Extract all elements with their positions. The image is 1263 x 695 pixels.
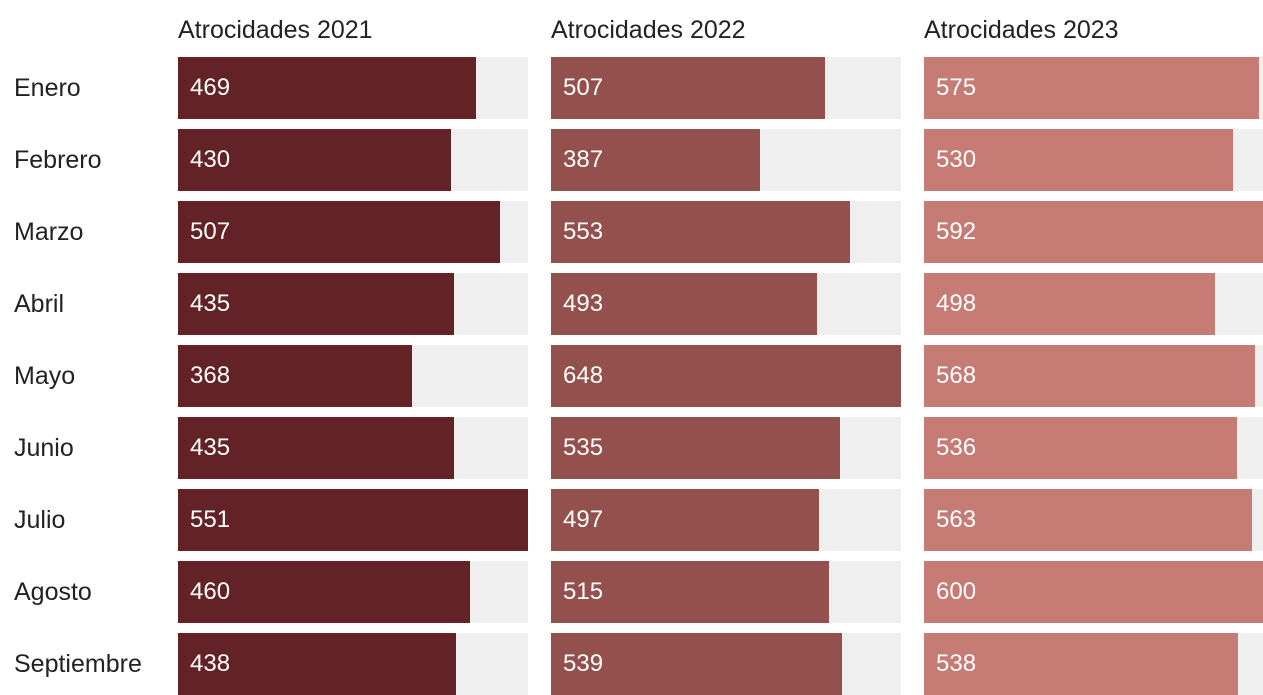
bar-track: 430 — [178, 129, 528, 191]
category-label: Mayo — [14, 362, 76, 390]
bar — [551, 417, 840, 479]
bar-track: 387 — [551, 129, 901, 191]
bar — [551, 489, 819, 551]
bar — [178, 417, 454, 479]
bar-value-label: 539 — [563, 650, 604, 677]
bar-track: 592 — [924, 201, 1263, 263]
bar — [551, 57, 825, 119]
bar-track: 551 — [178, 489, 528, 551]
bar-track: 438 — [178, 633, 528, 695]
bar-track: 515 — [551, 561, 901, 623]
bar-value-label: 600 — [936, 578, 977, 605]
bar — [924, 129, 1233, 191]
bar-track: 530 — [924, 129, 1263, 191]
bar-value-label: 515 — [563, 578, 604, 605]
bar-track: 507 — [178, 201, 528, 263]
bar-track: 460 — [178, 561, 528, 623]
bar — [924, 345, 1255, 407]
bar-track: 563 — [924, 489, 1263, 551]
bar — [551, 633, 842, 695]
bar-track: 538 — [924, 633, 1263, 695]
bar — [551, 201, 850, 263]
bar-track: 648 — [551, 345, 901, 407]
bar-value-label: 507 — [190, 218, 231, 245]
bar — [178, 201, 500, 263]
bar — [924, 417, 1237, 479]
category-label: Septiembre — [14, 650, 142, 678]
bar — [178, 633, 456, 695]
bar-track: 435 — [178, 273, 528, 335]
bar-value-label: 460 — [190, 578, 231, 605]
bar — [924, 633, 1238, 695]
bar-track: 536 — [924, 417, 1263, 479]
bar-value-label: 507 — [563, 74, 604, 101]
series-title: Atrocidades 2022 — [551, 16, 746, 44]
bar — [551, 561, 829, 623]
category-label: Agosto — [14, 578, 92, 606]
bar-value-label: 387 — [563, 146, 604, 173]
bar-value-label: 535 — [563, 434, 604, 461]
bar-value-label: 563 — [936, 506, 977, 533]
bar-value-label: 536 — [936, 434, 977, 461]
bar-value-label: 648 — [563, 362, 604, 389]
bar — [924, 57, 1259, 119]
bar — [178, 129, 451, 191]
bar — [178, 273, 454, 335]
category-label: Marzo — [14, 218, 84, 246]
bar — [178, 57, 476, 119]
series-title: Atrocidades 2021 — [178, 16, 373, 44]
bar — [924, 489, 1252, 551]
bar-value-label: 435 — [190, 434, 231, 461]
bar-value-label: 551 — [190, 506, 231, 533]
bar-track: 497 — [551, 489, 901, 551]
bar-track: 600 — [924, 561, 1263, 623]
category-label: Abril — [14, 290, 65, 318]
bar-track: 493 — [551, 273, 901, 335]
bar-value-label: 435 — [190, 290, 231, 317]
bar-track: 539 — [551, 633, 901, 695]
bar — [924, 201, 1263, 263]
bar-track: 435 — [178, 417, 528, 479]
bar-value-label: 530 — [936, 146, 977, 173]
bar-track: 575 — [924, 57, 1263, 119]
category-label: Junio — [14, 434, 74, 462]
series-title: Atrocidades 2023 — [924, 16, 1119, 44]
bar-value-label: 497 — [563, 506, 604, 533]
bar — [924, 273, 1215, 335]
bar — [178, 345, 412, 407]
bar-value-label: 469 — [190, 74, 231, 101]
bar-track: 368 — [178, 345, 528, 407]
bar — [924, 561, 1263, 623]
bar-track: 469 — [178, 57, 528, 119]
bar-value-label: 430 — [190, 146, 231, 173]
bar-value-label: 438 — [190, 650, 231, 677]
category-label: Enero — [14, 74, 81, 102]
bar-value-label: 493 — [563, 290, 604, 317]
bar-value-label: 568 — [936, 362, 977, 389]
bar-value-label: 538 — [936, 650, 977, 677]
bar-track: 498 — [924, 273, 1263, 335]
bar-track: 535 — [551, 417, 901, 479]
bar — [551, 129, 760, 191]
bar-track: 553 — [551, 201, 901, 263]
bar-value-label: 498 — [936, 290, 977, 317]
bar — [551, 345, 901, 407]
bar — [178, 489, 528, 551]
bar-value-label: 592 — [936, 218, 977, 245]
bar-value-label: 553 — [563, 218, 604, 245]
category-label: Febrero — [14, 146, 102, 174]
category-label: Julio — [14, 506, 66, 534]
bar-track: 507 — [551, 57, 901, 119]
bar-track: 568 — [924, 345, 1263, 407]
bar-value-label: 575 — [936, 74, 977, 101]
bar-value-label: 368 — [190, 362, 231, 389]
bar — [178, 561, 470, 623]
bar — [551, 273, 817, 335]
